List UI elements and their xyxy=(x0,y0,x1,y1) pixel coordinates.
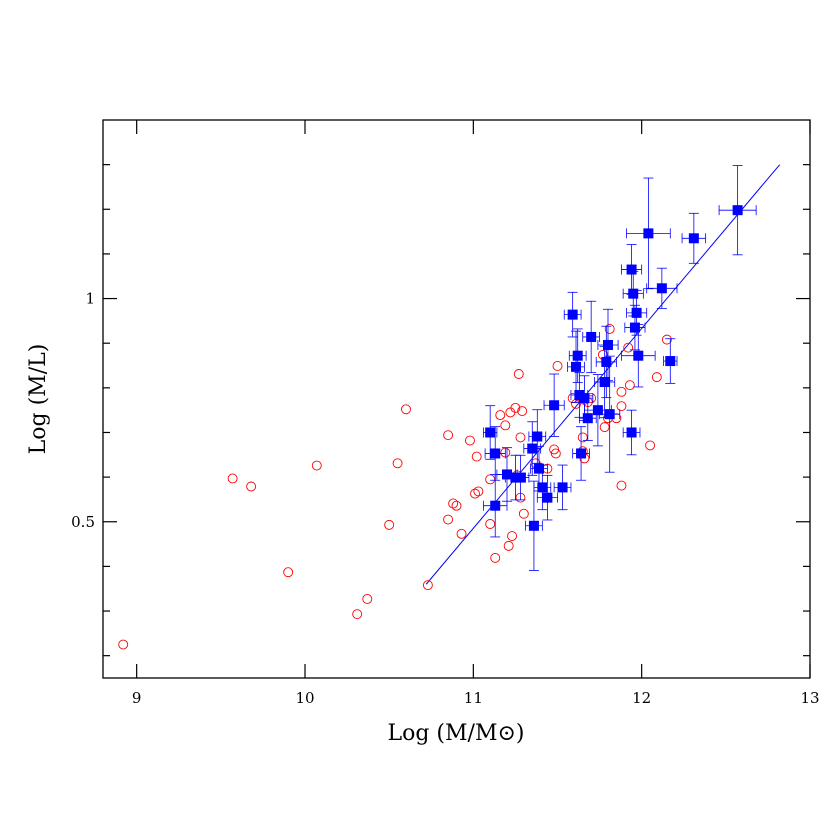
point xyxy=(623,342,634,353)
x-axis-label: Log (M/M⊙) xyxy=(388,721,525,746)
point xyxy=(656,283,667,294)
point xyxy=(631,307,642,318)
point xyxy=(532,431,543,442)
point xyxy=(513,369,524,379)
point xyxy=(557,482,568,493)
point xyxy=(616,386,627,397)
point xyxy=(456,528,467,539)
point xyxy=(485,427,496,438)
point xyxy=(502,469,512,480)
point xyxy=(443,430,454,441)
point xyxy=(485,474,496,485)
point xyxy=(624,380,635,391)
point xyxy=(571,361,582,372)
point xyxy=(401,404,411,415)
x-tick-label: 11 xyxy=(464,689,483,707)
y-tick-label: 1 xyxy=(85,290,95,308)
point xyxy=(490,448,501,459)
point xyxy=(392,458,403,469)
point xyxy=(552,361,563,371)
point xyxy=(604,323,615,334)
x-tick-label: 13 xyxy=(800,689,819,707)
point xyxy=(603,339,613,350)
point xyxy=(599,377,610,388)
fit-line xyxy=(425,164,781,585)
point xyxy=(604,409,615,420)
point xyxy=(443,514,454,525)
point xyxy=(352,609,363,620)
point xyxy=(118,639,129,650)
point xyxy=(628,288,639,299)
point xyxy=(592,405,603,416)
point xyxy=(470,488,480,499)
point xyxy=(616,401,627,412)
point xyxy=(528,520,539,531)
point xyxy=(311,460,322,471)
point xyxy=(661,334,672,345)
point xyxy=(451,500,462,511)
point xyxy=(626,427,637,438)
point xyxy=(550,448,561,459)
point xyxy=(490,500,501,511)
point xyxy=(362,594,373,604)
x-tick-label: 12 xyxy=(632,689,651,707)
point xyxy=(490,552,501,563)
point xyxy=(582,413,593,424)
point xyxy=(665,356,676,367)
point xyxy=(586,331,597,342)
point xyxy=(577,432,588,443)
point xyxy=(422,580,433,591)
point xyxy=(527,443,538,454)
point xyxy=(643,228,654,239)
point xyxy=(576,448,587,459)
point xyxy=(485,519,496,529)
point xyxy=(495,410,506,421)
point xyxy=(515,472,526,483)
point xyxy=(448,498,459,509)
point xyxy=(629,322,640,333)
point xyxy=(517,406,528,417)
plot-frame xyxy=(102,119,811,679)
point xyxy=(572,350,583,361)
point xyxy=(246,481,257,492)
point xyxy=(283,567,294,578)
point xyxy=(465,435,475,446)
y-tick-label: 0.5 xyxy=(71,513,95,531)
point xyxy=(651,372,662,383)
point xyxy=(626,264,637,275)
point xyxy=(500,420,511,431)
x-tick-label: 10 xyxy=(295,689,314,707)
point xyxy=(503,540,514,551)
point xyxy=(549,400,560,411)
point xyxy=(567,309,578,320)
point xyxy=(732,205,743,216)
point xyxy=(510,402,521,413)
point xyxy=(599,422,610,433)
point xyxy=(507,531,517,541)
point xyxy=(579,393,590,404)
x-tick-label: 9 xyxy=(132,689,142,707)
point xyxy=(227,473,238,484)
point xyxy=(533,463,544,474)
point xyxy=(601,356,612,367)
point xyxy=(574,389,585,400)
point xyxy=(616,480,627,491)
point xyxy=(515,432,526,443)
point xyxy=(518,508,529,519)
point xyxy=(471,451,482,462)
point xyxy=(688,233,699,244)
point xyxy=(633,350,644,361)
point xyxy=(645,440,656,451)
y-axis-label: Log (M/L) xyxy=(26,344,51,455)
point xyxy=(542,492,553,503)
point xyxy=(473,486,484,497)
point xyxy=(537,482,548,493)
point xyxy=(384,519,395,530)
